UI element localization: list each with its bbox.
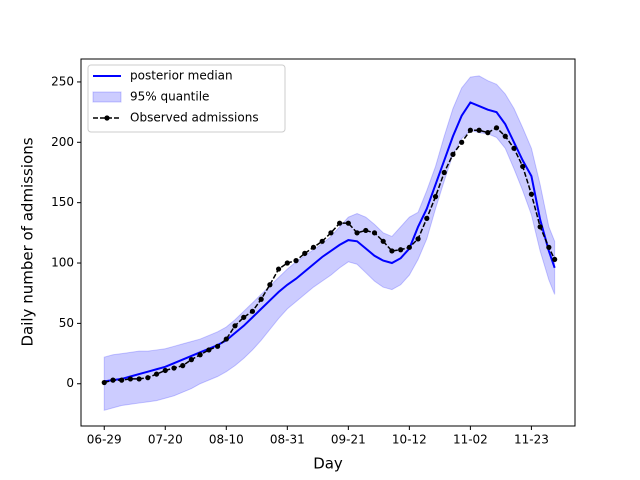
x-tick-label: 09-21 [331, 433, 366, 447]
observed-point [162, 367, 168, 374]
observed-point [476, 127, 482, 133]
observed-point [119, 377, 125, 383]
observed-point [171, 365, 177, 371]
observed-point [398, 247, 404, 253]
observed-line [104, 126, 556, 384]
observed-point [459, 139, 465, 145]
legend-label: 95% quantile [130, 90, 209, 104]
y-tick-label: 100 [51, 256, 74, 270]
observed-point [345, 220, 351, 226]
x-tick-label: 07-20 [148, 433, 183, 447]
x-tick-label: 11-02 [453, 433, 488, 447]
y-tick-label: 50 [59, 316, 74, 330]
observed-point [241, 314, 247, 320]
observed-point [502, 133, 508, 139]
observed-point [267, 282, 273, 288]
observed-point [328, 230, 334, 236]
observed-point [537, 224, 543, 230]
observed-point [127, 376, 133, 382]
observed-point [441, 169, 447, 176]
observed-point [258, 296, 264, 302]
legend-swatch [92, 91, 122, 103]
observed-point [145, 375, 151, 381]
observed-point [406, 244, 412, 250]
observed-point [197, 352, 203, 358]
observed-point [232, 323, 238, 329]
observed-point [354, 230, 360, 236]
observed-point [528, 191, 535, 197]
x-tick-label: 08-10 [209, 433, 244, 447]
legend-label: Observed admissions [130, 111, 259, 125]
observed-point [214, 343, 221, 349]
observed-point [276, 266, 282, 272]
observed-point [249, 308, 256, 314]
observed-point [319, 238, 325, 244]
observed-point [493, 125, 500, 131]
x-tick-label: 11-23 [514, 433, 549, 447]
y-tick-label: 150 [51, 195, 74, 209]
x-tick-label: 06-29 [87, 433, 122, 447]
observed-point [450, 151, 456, 157]
y-tick-label: 200 [51, 135, 74, 149]
observed-point [101, 379, 107, 386]
observed-point [546, 244, 552, 250]
observed-point [310, 244, 317, 250]
observed-point [467, 127, 473, 133]
legend-marker [104, 115, 110, 121]
observed-point [284, 260, 290, 266]
observed-point [110, 377, 116, 383]
observed-point [223, 336, 229, 342]
legend-label: posterior median [130, 69, 233, 83]
observed-point [432, 194, 439, 200]
axes-frame [80, 58, 576, 427]
y-tick-label: 250 [51, 74, 74, 88]
observed-point [180, 363, 186, 369]
observed-point [153, 371, 160, 377]
plot-area [101, 75, 558, 411]
observed-point [485, 130, 491, 136]
observed-point [302, 250, 308, 256]
x-axis-label: Day [313, 455, 343, 473]
observed-point [136, 376, 142, 382]
observed-point [520, 163, 526, 170]
x-tick-label: 10-12 [392, 433, 427, 447]
median-line [104, 101, 556, 383]
observed-point [371, 230, 378, 236]
observed-point [380, 238, 386, 244]
observed-point [424, 215, 430, 221]
observed-point [293, 258, 299, 264]
observed-point [511, 145, 517, 151]
observed-point [389, 248, 395, 254]
y-axis-label: Daily number of admissions [19, 137, 37, 346]
observed-point [206, 347, 212, 353]
legend: posterior median 95% quantile Observed adm… [87, 64, 286, 133]
x-tick-label: 08-31 [270, 433, 305, 447]
observed-point [415, 236, 421, 242]
legend-box [87, 64, 286, 133]
observed-point [188, 357, 195, 363]
y-tick-label: 0 [66, 376, 74, 390]
observed-point [337, 220, 343, 226]
quantile-band [103, 75, 556, 411]
observed-point [363, 227, 369, 234]
observed-point [552, 256, 558, 263]
